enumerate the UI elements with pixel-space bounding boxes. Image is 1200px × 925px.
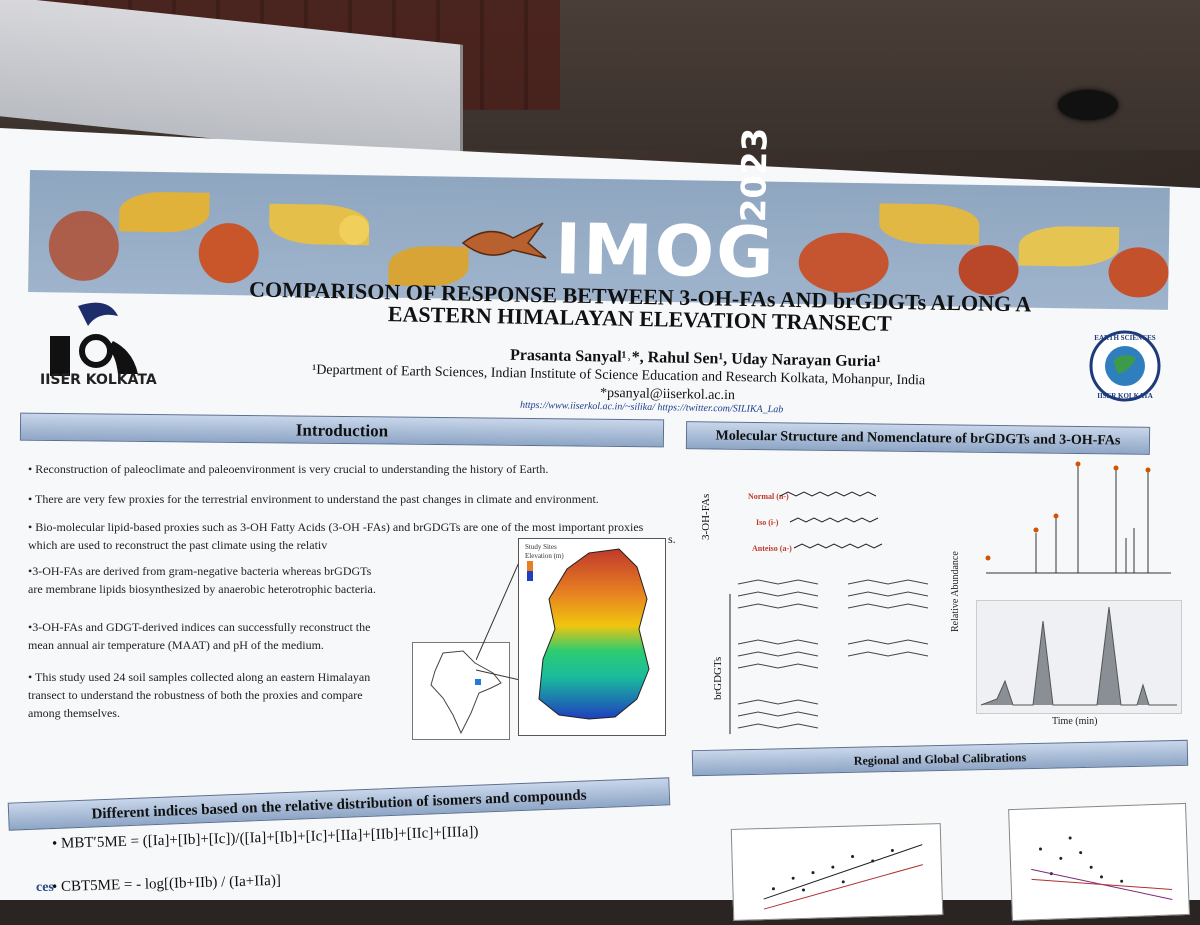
elevation-map: Study Sites Elevation (m) [518,538,666,736]
intro-bullet: • Reconstruction of paleoclimate and pal… [28,462,549,476]
iiser-logo-icon [50,302,138,376]
calibration-scatter-2 [1031,836,1173,900]
y-axis-label: Relative Abundance [950,551,961,632]
logo-es-bottom: IISER KOLKATA [1097,392,1153,400]
bird-icon [461,222,547,259]
brgdgt-chromatogram [976,600,1182,714]
elevation-map-svg [527,548,650,720]
map-legend-elevation: Elevation (m) [525,552,564,560]
zoom-lines [476,560,521,680]
iiser-logo-text: IISER KOLKATA [40,372,157,388]
map-legend-title: Study Sites [525,543,557,551]
ceiling-light [1058,90,1118,120]
chromatogram-peaks [980,606,1177,706]
fatty-acid-chromatogram [985,461,1171,574]
side-text: ces [36,880,54,895]
ohfa-label: 3-OH-FAs [700,493,712,540]
intro-bullet: • Bio-molecular lipid-based proxies such… [28,520,644,552]
fatty-acid-structures [780,491,883,549]
iso-label: Iso (i-) [756,518,779,527]
earth-sciences-logo-icon: EARTH SCIENCES IISER KOLKATA [1089,330,1161,402]
event-year: 2023 [734,127,776,223]
intro-bullet: •3-OH-FAs and GDGT-derived indices can s… [28,620,371,652]
intro-bullet: • This study used 24 soil samples collec… [28,670,371,720]
normal-label: Normal (n-) [748,492,789,501]
x-axis-label: Time (min) [1052,716,1098,727]
brgdgt-label: brGDGTs [712,656,724,700]
trailing-text: s. [668,532,676,546]
intro-bullet: • There are very few proxies for the ter… [28,492,599,506]
molecular-heading: Molecular Structure and Nomenclature of … [685,421,1151,455]
anteiso-label: Anteiso (a-) [752,544,792,553]
calibration-plot-2 [1008,802,1190,922]
intro-bullet: •3-OH-FAs are derived from gram-negative… [28,564,376,596]
calibration-scatter-1 [763,844,923,910]
logo-es-top: EARTH SCIENCES [1094,334,1156,342]
calibration-plot-1 [730,823,944,921]
brgdgt-structures [729,579,929,734]
